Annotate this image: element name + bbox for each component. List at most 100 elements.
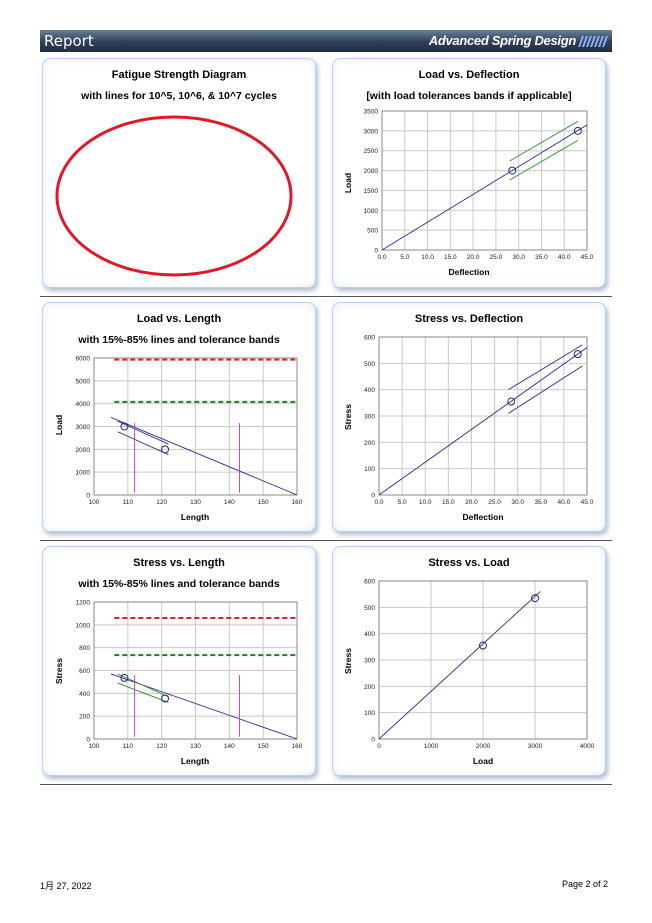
stress-deflection-chart: Stress vs. Deflection Deflection Stress … — [343, 313, 594, 522]
y-tick-label: 0 — [371, 737, 375, 744]
y-tick-label: 500 — [367, 228, 378, 235]
y-tick-label: 2500 — [364, 148, 379, 155]
x-tick-label: 140 — [224, 743, 235, 750]
x-tick-label: 0.0 — [374, 499, 383, 506]
y-tick-label: 0 — [86, 493, 90, 500]
x-tick-label: 160 — [292, 743, 303, 750]
x-tick-label: 150 — [258, 499, 269, 506]
brand-logo-icon — [577, 36, 611, 47]
x-tick-label: 40.0 — [558, 254, 571, 261]
chart-title: Stress vs. Length — [133, 557, 225, 569]
y-tick-label: 1500 — [364, 188, 379, 195]
y-tick-label: 500 — [364, 361, 375, 368]
data-point-marker — [573, 126, 582, 135]
series-line — [378, 347, 588, 496]
series-line — [117, 431, 169, 455]
x-tick-label: 45.0 — [581, 254, 594, 261]
y-axis-label: Stress — [343, 648, 353, 674]
y-tick-label: 0 — [86, 737, 90, 744]
x-tick-label: 10.0 — [419, 499, 432, 506]
x-tick-label: 30.0 — [512, 254, 525, 261]
series-line — [508, 344, 583, 391]
x-tick-label: 15.0 — [442, 499, 455, 506]
load-deflection-chart: Load vs. Deflection [with load tolerance… — [343, 69, 594, 277]
y-tick-label: 1000 — [76, 470, 91, 477]
stress-load-panel: Stress vs. Load Load Stress 0 1000 2000 300… — [332, 546, 606, 776]
x-tick-label: 5.0 — [400, 254, 409, 261]
stress-deflection-panel: Stress vs. Deflection Deflection Stress … — [332, 302, 606, 532]
x-tick-label: 100 — [89, 743, 100, 750]
x-axis-label: Load — [473, 756, 493, 766]
data-point-marker — [161, 445, 170, 454]
x-tick-label: 130 — [190, 743, 201, 750]
x-tick-label: 120 — [156, 743, 167, 750]
data-point-marker — [508, 166, 517, 175]
stress-load-chart: Stress vs. Load Load Stress 0 1000 2000 300… — [343, 557, 595, 766]
y-tick-label: 2000 — [76, 447, 91, 454]
plot-frame — [381, 110, 588, 251]
y-tick-label: 300 — [364, 414, 375, 421]
load-length-chart: Load vs. Length with 15%-85% lines and t… — [54, 313, 303, 522]
series-line — [110, 416, 298, 496]
data-point-marker — [531, 594, 539, 603]
y-axis-label: Load — [54, 415, 64, 435]
series-line — [117, 673, 169, 698]
series-line — [509, 120, 579, 162]
y-axis-label: Stress — [54, 658, 64, 684]
y-tick-label: 200 — [364, 684, 375, 691]
x-tick-label: 140 — [224, 499, 235, 506]
x-tick-label: 3000 — [528, 743, 543, 750]
x-tick-label: 100 — [89, 499, 100, 506]
fatigue-diagram-panel: Fatigue Strength Diagram with lines for … — [42, 58, 316, 288]
chart-subtitle: with 15%-85% lines and tolerance bands — [77, 578, 279, 590]
chart-title: Stress vs. Load — [428, 557, 509, 569]
x-axis-label: Deflection — [462, 512, 503, 522]
y-tick-label: 400 — [79, 691, 90, 698]
series-line — [117, 682, 169, 703]
y-tick-label: 100 — [364, 466, 375, 473]
x-tick-label: 0 — [377, 743, 381, 750]
data-point-marker — [573, 350, 582, 359]
y-tick-label: 3000 — [364, 128, 379, 135]
stress-length-chart: Stress vs. Length with 15%-85% lines and… — [54, 557, 303, 766]
data-point-marker — [479, 641, 487, 650]
plot-frame — [93, 601, 298, 740]
series-line — [381, 124, 588, 251]
y-tick-label: 200 — [364, 440, 375, 447]
load-deflection-panel: Load vs. Deflection [with load tolerance… — [332, 58, 606, 288]
y-tick-label: 600 — [364, 579, 375, 586]
chart-subtitle: with 15%-85% lines and tolerance bands — [77, 334, 279, 346]
brand-logo-text: Advanced Spring Design — [428, 33, 577, 48]
x-tick-label: 160 — [292, 499, 303, 506]
x-tick-label: 0.0 — [377, 254, 386, 261]
chart-subtitle: with lines for 10^5, 10^6, & 10^7 cycles — [80, 90, 277, 102]
x-axis-label: Deflection — [448, 267, 489, 277]
y-axis-label: Stress — [343, 404, 353, 430]
plot-frame — [378, 580, 588, 740]
fatigue-diagram: Fatigue Strength Diagram with lines for … — [55, 69, 293, 277]
x-tick-label: 110 — [123, 499, 134, 506]
x-tick-label: 150 — [258, 743, 269, 750]
y-tick-label: 600 — [79, 668, 90, 675]
footer-page-number: Page 2 of 2 — [561, 879, 608, 889]
series-line — [509, 139, 579, 181]
red-circle-annotation — [55, 115, 293, 277]
data-point-marker — [161, 694, 170, 703]
x-tick-label: 10.0 — [421, 254, 434, 261]
section-divider — [40, 296, 612, 297]
y-tick-label: 500 — [364, 605, 375, 612]
x-tick-label: 20.0 — [465, 499, 478, 506]
x-tick-label: 120 — [156, 499, 167, 506]
x-tick-label: 110 — [123, 743, 134, 750]
y-tick-label: 1000 — [364, 208, 379, 215]
plot-frame — [93, 357, 298, 496]
x-tick-label: 20.0 — [467, 254, 480, 261]
x-axis-label: Length — [181, 756, 209, 766]
y-tick-label: 600 — [364, 335, 375, 342]
x-axis-label: Length — [181, 512, 209, 522]
section-divider — [40, 540, 612, 541]
x-tick-label: 1000 — [424, 743, 439, 750]
y-tick-label: 2000 — [364, 168, 379, 175]
series-line — [117, 420, 169, 445]
y-tick-label: 5000 — [76, 378, 91, 385]
